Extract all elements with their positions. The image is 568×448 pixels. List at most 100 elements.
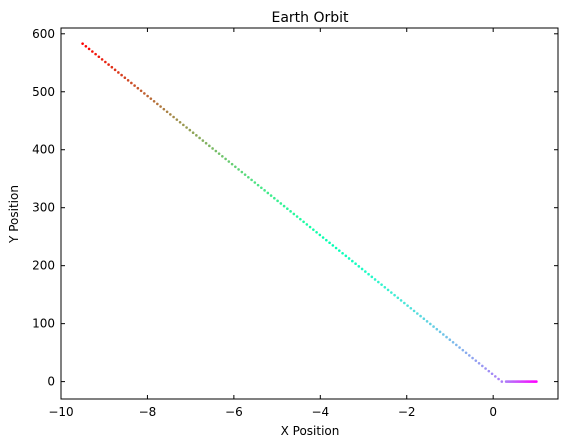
x-tick-label: 0: [489, 405, 497, 419]
data-point: [230, 162, 234, 166]
data-point: [328, 241, 331, 245]
data-point: [182, 123, 185, 127]
data-point: [208, 144, 211, 148]
data-point: [299, 217, 302, 221]
data-point: [169, 113, 172, 116]
data-point: [240, 170, 244, 174]
data-point: [451, 341, 455, 344]
data-point: [383, 286, 387, 289]
data-point: [256, 183, 260, 187]
data-point: [305, 223, 309, 226]
data-point: [484, 367, 487, 370]
data-point: [497, 377, 500, 381]
y-tick-label: 500: [32, 85, 55, 99]
plot-frame: [60, 27, 559, 400]
data-point: [221, 155, 224, 158]
data-point: [282, 204, 286, 208]
data-point: [195, 134, 198, 137]
data-point: [260, 186, 263, 190]
data-point: [130, 81, 133, 85]
data-point: [396, 296, 400, 300]
data-point: [94, 52, 97, 56]
y-tick-label: 0: [47, 375, 55, 389]
data-point: [448, 338, 452, 341]
data-point: [464, 351, 468, 355]
data-point: [276, 199, 279, 203]
data-point: [504, 380, 508, 383]
data-point: [354, 262, 357, 266]
data-point: [172, 115, 175, 119]
x-tick-label: −8: [139, 405, 157, 419]
data-point: [416, 312, 419, 315]
data-point: [500, 380, 504, 383]
data-point: [481, 364, 484, 368]
data-point: [347, 257, 351, 260]
data-point: [227, 160, 231, 163]
data-point: [373, 278, 377, 281]
data-point: [471, 356, 474, 360]
data-point: [156, 102, 159, 106]
data-point: [289, 210, 292, 213]
data-point: [139, 89, 143, 93]
data-point: [117, 71, 120, 74]
data-point: [266, 191, 270, 195]
data-point: [487, 369, 491, 373]
data-point: [178, 120, 182, 124]
data-point: [425, 320, 429, 323]
data-point: [243, 173, 247, 176]
data-point: [429, 322, 432, 326]
data-point: [133, 84, 136, 87]
data-point: [126, 79, 130, 82]
data-point: [217, 152, 221, 155]
data-point: [377, 280, 380, 284]
data-point: [84, 44, 88, 48]
data-point: [175, 118, 179, 121]
data-point: [344, 254, 348, 258]
data-point: [393, 293, 396, 297]
data-point: [123, 76, 127, 80]
data-point: [458, 346, 461, 349]
data-point: [445, 335, 448, 339]
x-tick-label: −6: [225, 405, 243, 419]
data-point: [104, 60, 107, 64]
data-point: [494, 375, 497, 378]
data-point: [419, 314, 422, 318]
data-point: [390, 291, 393, 294]
data-point: [380, 283, 383, 286]
data-point: [409, 306, 413, 310]
data-point: [97, 55, 101, 59]
data-point: [334, 246, 338, 250]
data-point: [87, 47, 91, 51]
data-point: [136, 86, 140, 90]
data-point: [185, 126, 188, 129]
data-point: [204, 141, 208, 145]
data-point: [159, 105, 162, 108]
data-point: [490, 372, 494, 376]
data-point: [302, 220, 305, 224]
data-point: [211, 147, 214, 150]
data-point: [422, 317, 426, 321]
data-point: [399, 299, 403, 302]
data-point: [234, 165, 237, 169]
data-point: [438, 330, 442, 334]
data-point: [412, 309, 416, 313]
y-tick-label: 300: [32, 201, 55, 215]
data-points: [81, 42, 538, 383]
data-point: [455, 343, 458, 347]
data-point: [468, 354, 471, 357]
data-point: [279, 202, 283, 205]
data-point: [250, 178, 253, 182]
data-point: [351, 259, 354, 263]
data-point: [120, 73, 123, 77]
data-point: [308, 225, 312, 229]
data-point: [364, 270, 367, 273]
data-point: [214, 149, 218, 153]
data-point: [269, 194, 273, 197]
data-point: [442, 333, 445, 336]
data-point: [286, 207, 289, 210]
data-point: [149, 97, 153, 100]
data-point: [201, 139, 205, 142]
x-axis-label: X Position: [281, 424, 340, 438]
data-point: [146, 94, 149, 98]
